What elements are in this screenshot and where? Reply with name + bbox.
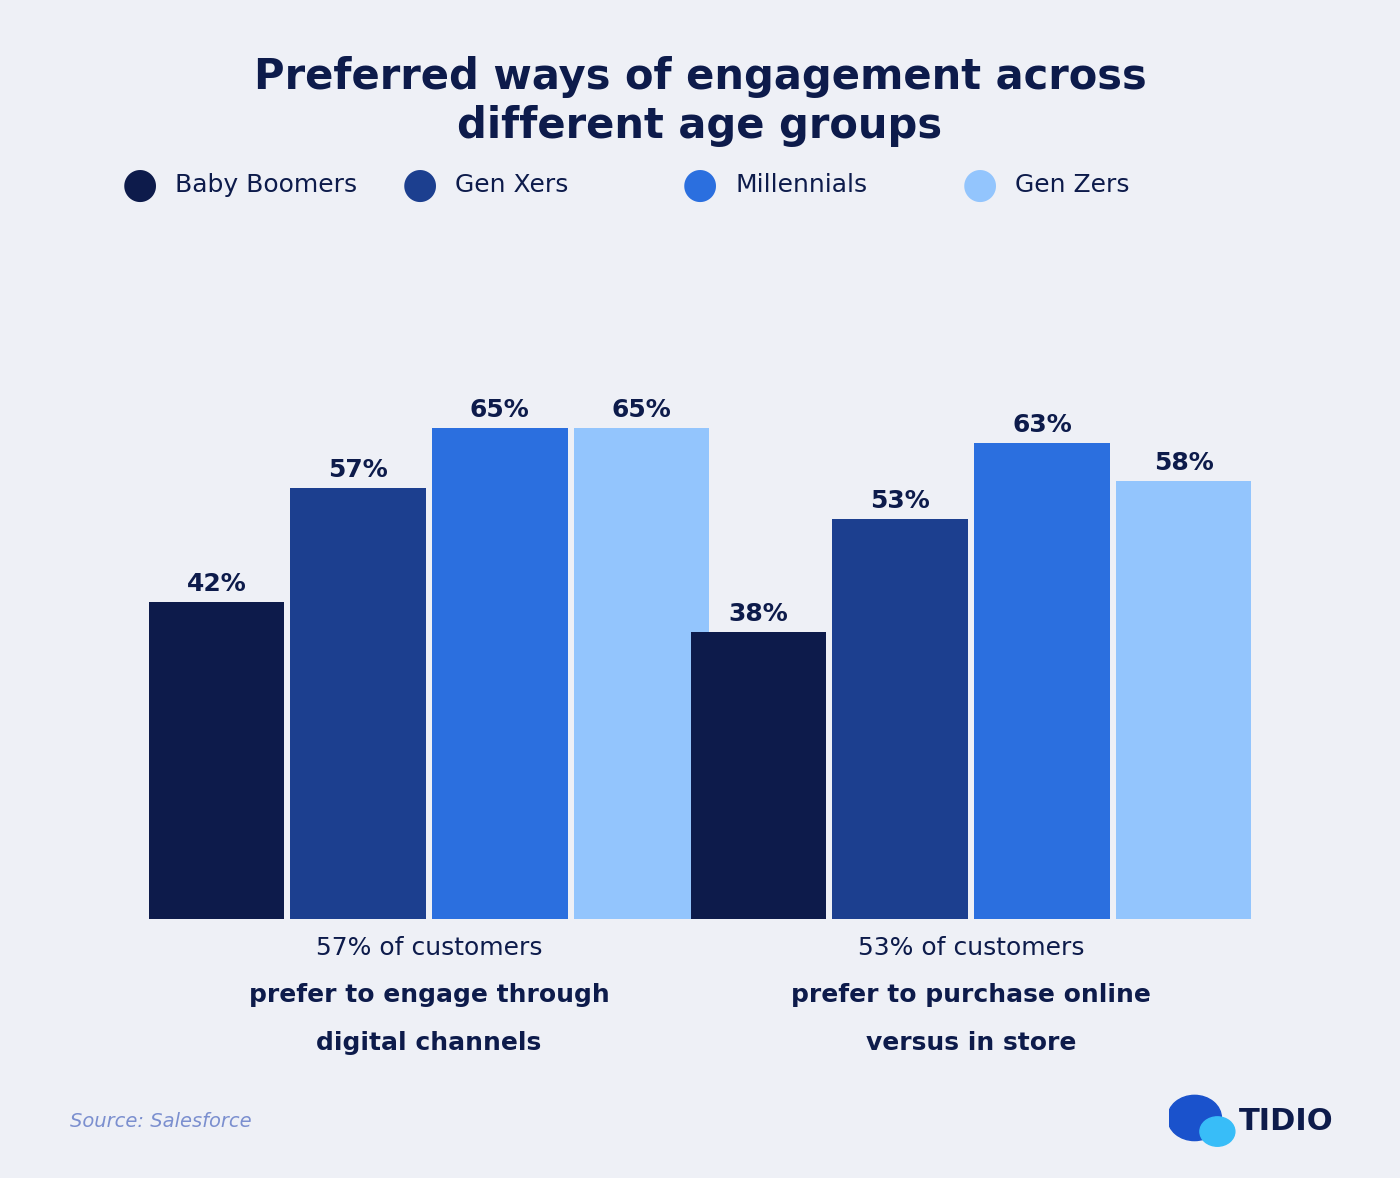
Bar: [433, 428, 567, 919]
Text: prefer to purchase online: prefer to purchase online: [791, 984, 1151, 1007]
Text: Preferred ways of engagement across: Preferred ways of engagement across: [253, 55, 1147, 98]
Text: digital channels: digital channels: [316, 1031, 542, 1054]
Text: versus in store: versus in store: [865, 1031, 1077, 1054]
Text: 53% of customers: 53% of customers: [858, 937, 1084, 960]
Bar: [148, 602, 284, 919]
Text: Gen Xers: Gen Xers: [455, 173, 568, 197]
Text: prefer to engage through: prefer to engage through: [249, 984, 609, 1007]
Text: ●: ●: [402, 164, 438, 206]
Bar: [1116, 481, 1252, 919]
Text: TIDIO: TIDIO: [1239, 1107, 1334, 1136]
Text: ●: ●: [682, 164, 718, 206]
Text: 57% of customers: 57% of customers: [316, 937, 542, 960]
Text: 65%: 65%: [612, 398, 672, 422]
Text: Source: Salesforce: Source: Salesforce: [70, 1112, 252, 1131]
Bar: [690, 631, 826, 919]
Text: Millennials: Millennials: [735, 173, 867, 197]
Text: 65%: 65%: [470, 398, 529, 422]
Text: Gen Zers: Gen Zers: [1015, 173, 1130, 197]
Text: 42%: 42%: [186, 571, 246, 596]
Bar: [574, 428, 710, 919]
Bar: [974, 443, 1110, 919]
Text: 38%: 38%: [728, 602, 788, 626]
Circle shape: [1168, 1096, 1221, 1140]
Text: Baby Boomers: Baby Boomers: [175, 173, 357, 197]
Bar: [833, 518, 967, 919]
Bar: [290, 489, 426, 919]
Text: different age groups: different age groups: [458, 105, 942, 147]
Circle shape: [1200, 1117, 1235, 1146]
Text: ●: ●: [962, 164, 998, 206]
Text: 53%: 53%: [871, 489, 930, 512]
Text: ●: ●: [122, 164, 158, 206]
Text: 58%: 58%: [1154, 451, 1214, 475]
Text: 57%: 57%: [328, 458, 388, 482]
Text: 63%: 63%: [1012, 413, 1072, 437]
